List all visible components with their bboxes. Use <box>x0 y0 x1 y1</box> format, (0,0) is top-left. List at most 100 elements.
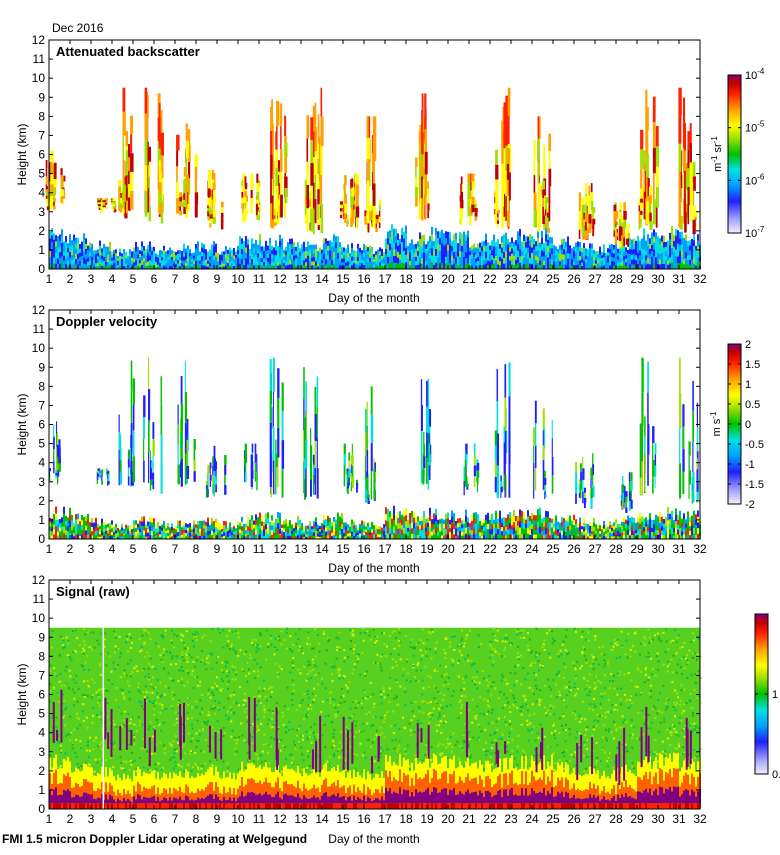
backscatter-cell <box>111 254 113 257</box>
backscatter-cell <box>523 240 525 246</box>
velocity-cloud-cell <box>98 471 99 474</box>
backscatter-cloud-cell <box>497 210 500 213</box>
velocity-cell <box>669 514 671 520</box>
velocity-cell <box>105 533 107 536</box>
velocity-cell <box>259 523 261 529</box>
velocity-cell <box>543 522 545 527</box>
velocity-cell <box>261 516 263 521</box>
velocity-cell <box>265 519 267 525</box>
backscatter-cell <box>103 252 105 257</box>
velocity-cell <box>399 528 401 534</box>
velocity-cell <box>77 524 79 530</box>
backscatter-cloud-cell <box>585 183 587 194</box>
velocity-cell <box>349 526 351 530</box>
velocity-cloud-cell <box>251 463 253 471</box>
velocity-cell <box>205 522 207 526</box>
backscatter-cell <box>179 250 181 254</box>
velocity-cell <box>237 521 239 525</box>
backscatter-cell <box>245 236 247 242</box>
backscatter-cell <box>341 247 343 251</box>
backscatter-cell <box>237 261 239 265</box>
backscatter-cloud-cell <box>538 161 540 183</box>
backscatter-cloud-cell <box>690 162 693 182</box>
backscatter-cloud-cell <box>475 212 478 216</box>
backscatter-cell <box>419 239 421 246</box>
velocity-cell <box>419 521 421 525</box>
velocity-cell <box>681 527 683 532</box>
backscatter-cell <box>185 255 187 259</box>
backscatter-cloud-cell <box>98 206 101 208</box>
velocity-cell <box>525 520 527 524</box>
backscatter-cell <box>541 237 543 244</box>
backscatter-cell <box>407 246 409 250</box>
backscatter-cell <box>315 257 317 262</box>
velocity-cell <box>393 512 395 519</box>
velocity-cell <box>309 521 311 525</box>
velocity-cell <box>255 514 257 519</box>
backscatter-cloud-cell <box>579 220 582 229</box>
backscatter-cloud-cell <box>467 174 470 183</box>
velocity-cell <box>309 532 311 536</box>
backscatter-cell <box>401 235 403 242</box>
velocity-cell <box>125 528 127 531</box>
backscatter-cloud-cell <box>176 166 178 182</box>
velocity-cell <box>179 532 181 536</box>
backscatter-cell <box>525 247 527 253</box>
backscatter-cell <box>519 256 521 263</box>
backscatter-cell <box>229 248 231 252</box>
velocity-cell <box>411 517 413 523</box>
backscatter-cell <box>389 263 391 270</box>
backscatter-cloud-cell <box>241 198 243 204</box>
velocity-cloud-cell <box>348 461 349 469</box>
backscatter-cell <box>665 242 667 247</box>
backscatter-cell <box>553 257 555 261</box>
backscatter-cloud-cell <box>579 230 581 239</box>
velocity-cell <box>647 523 649 527</box>
velocity-cell <box>653 524 655 528</box>
backscatter-cloud-cell <box>123 160 125 184</box>
backscatter-cell <box>291 254 293 260</box>
velocity-cell <box>515 525 517 530</box>
velocity-cloud-cell <box>178 464 180 484</box>
velocity-cell <box>539 533 541 540</box>
backscatter-cell <box>285 258 287 262</box>
velocity-cell <box>269 529 271 533</box>
velocity-cell <box>587 524 589 527</box>
backscatter-cell <box>561 259 563 264</box>
backscatter-cell <box>403 263 405 270</box>
backscatter-cell <box>577 260 579 265</box>
backscatter-cell <box>427 246 429 251</box>
backscatter-cloud-cell <box>582 197 585 204</box>
backscatter-cell <box>527 258 529 264</box>
velocity-cell <box>573 515 575 520</box>
backscatter-cloud-cell <box>421 110 423 132</box>
backscatter-cell <box>71 240 73 245</box>
backscatter-cell <box>411 244 413 249</box>
backscatter-cell <box>671 226 673 234</box>
velocity-cell <box>105 525 107 528</box>
velocity-cell <box>145 524 147 527</box>
velocity-cloud-cell <box>181 376 183 404</box>
backscatter-cell <box>397 257 399 263</box>
velocity-cell <box>63 526 65 533</box>
velocity-cell <box>121 533 123 537</box>
backscatter-cloud-cell <box>213 190 215 197</box>
backscatter-cell <box>139 263 141 267</box>
velocity-cloud-cell <box>131 454 132 485</box>
velocity-cell <box>489 519 491 524</box>
velocity-cell <box>665 517 667 522</box>
backscatter-cell <box>531 253 533 259</box>
velocity-cell <box>457 531 459 536</box>
velocity-cloud-cell <box>305 468 306 497</box>
backscatter-cell <box>415 261 417 266</box>
backscatter-cell <box>559 257 561 261</box>
backscatter-cell <box>435 248 437 255</box>
backscatter-cloud-cell <box>475 208 478 212</box>
velocity-cell <box>341 523 343 529</box>
backscatter-cell <box>313 253 315 258</box>
backscatter-cloud-cell <box>241 192 243 198</box>
x-tick-label: 4 <box>109 272 116 286</box>
velocity-cell <box>593 531 595 536</box>
backscatter-cell <box>597 260 599 263</box>
backscatter-cell <box>375 257 377 260</box>
